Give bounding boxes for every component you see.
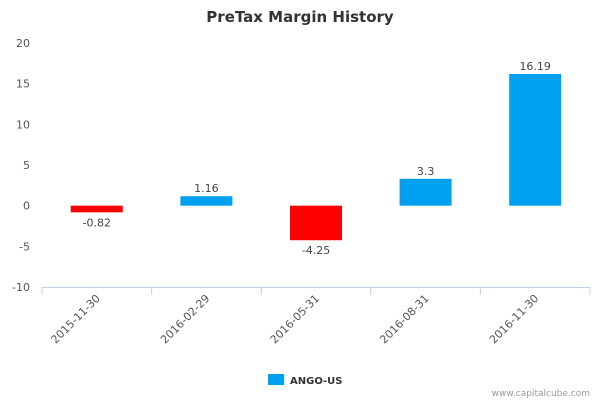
data-label: 16.19 [519,60,551,73]
y-tick-label: 5 [23,159,30,172]
bar[interactable] [70,205,123,213]
data-label: 1.16 [194,182,219,195]
y-tick-label: 0 [23,200,30,213]
data-labels: -0.82 1.16 -4.25 3.3 16.19 [83,60,551,257]
bar[interactable] [509,73,562,206]
y-tick-label: 15 [16,78,30,91]
data-label: -4.25 [302,244,330,257]
data-label: 3.3 [417,165,435,178]
bars [70,73,562,241]
x-tick-label: 2016-02-29 [158,292,212,346]
legend[interactable]: ANGO-US [268,374,342,387]
y-axis: -10 -5 0 5 10 15 20 [12,37,30,294]
chart-title: PreTax Margin History [206,8,394,26]
x-tick-label: 2016-05-31 [268,292,322,346]
x-tick-label: 2015-11-30 [49,292,103,346]
x-tick-label: 2016-08-31 [377,292,431,346]
y-tick-label: -10 [12,281,30,294]
x-tick-label: 2016-11-30 [487,292,541,346]
credit-text: www.capitalcube.com [492,389,590,399]
y-tick-label: 20 [16,37,30,50]
y-tick-label: -5 [19,240,30,253]
bar[interactable] [180,196,233,206]
legend-swatch [268,374,284,385]
bar[interactable] [290,205,342,241]
x-axis: 2015-11-30 2016-02-29 2016-05-31 2016-08-31… [41,287,591,346]
y-tick-label: 10 [16,118,30,131]
bar[interactable] [399,178,452,206]
data-label: -0.82 [83,216,111,229]
legend-label: ANGO-US [290,376,342,387]
